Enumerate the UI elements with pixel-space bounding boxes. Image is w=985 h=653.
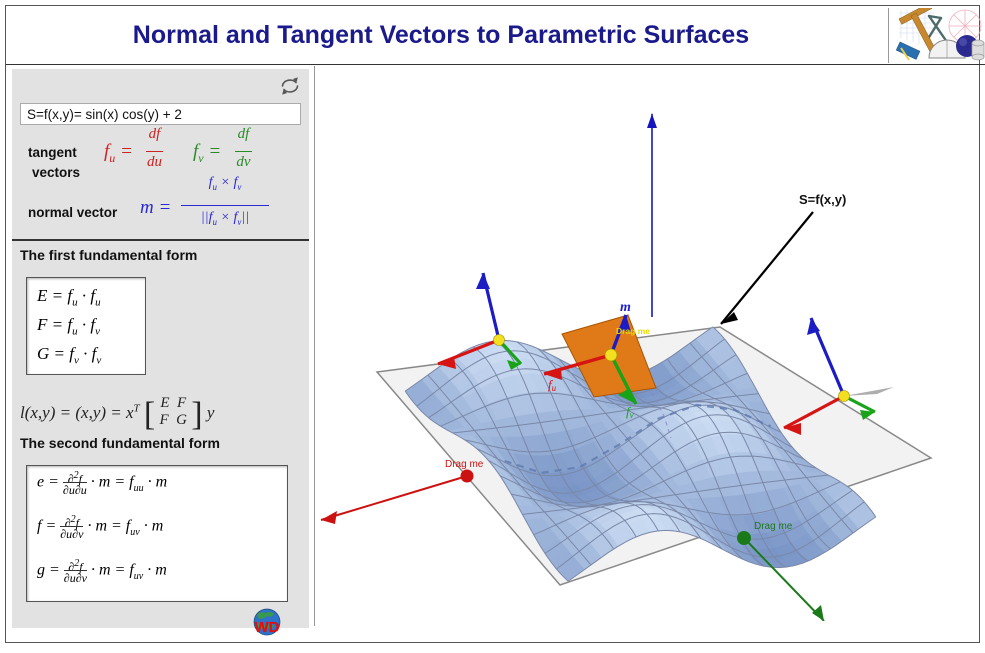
svg-text:m: m [620, 300, 631, 315]
svg-text:Drag me: Drag me [754, 521, 793, 532]
svg-text:S=f(x,y): S=f(x,y) [799, 192, 846, 207]
svg-text:Drag me: Drag me [616, 326, 650, 336]
svg-text:Drag me: Drag me [445, 459, 484, 470]
svg-text:WD: WD [255, 619, 280, 636]
